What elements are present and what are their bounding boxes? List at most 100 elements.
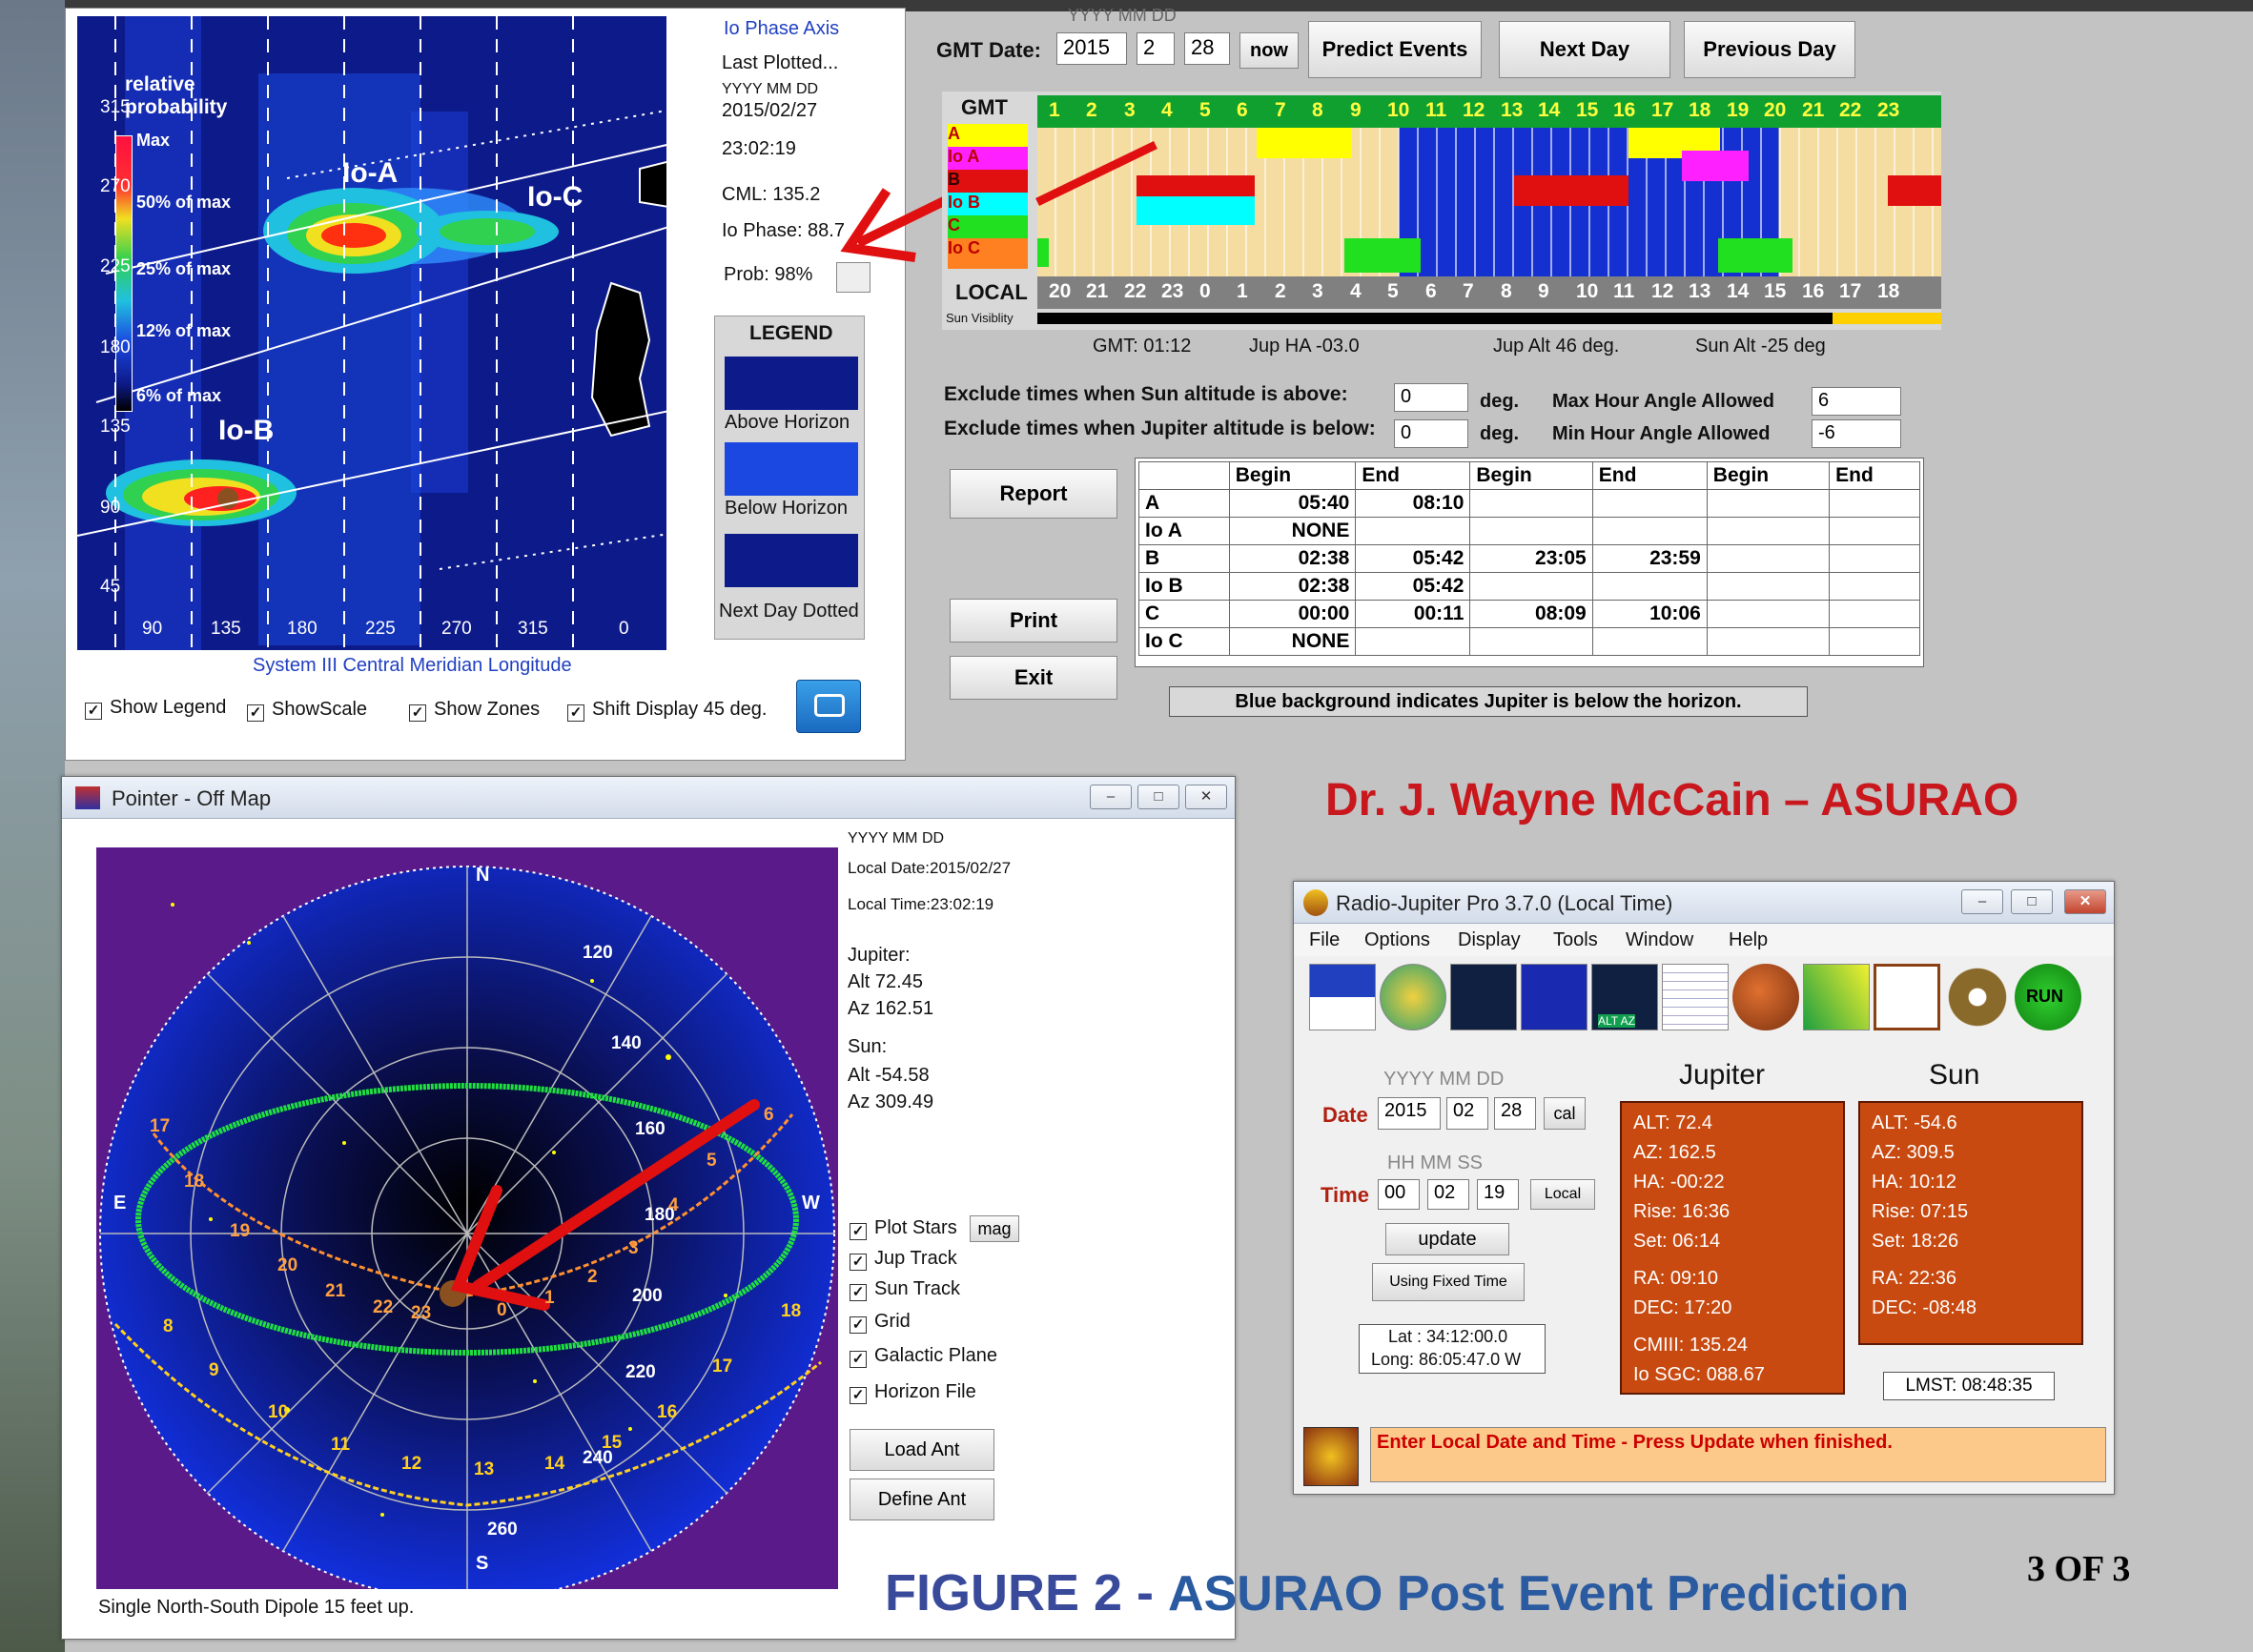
show-zones-checkbox[interactable]: Show Zones <box>409 699 540 722</box>
rj-sun-panel: ALT: -54.6 AZ: 309.5 HA: 10:12 Rise: 07:… <box>1858 1101 2083 1345</box>
globe-icon[interactable] <box>1380 964 1446 1030</box>
table-cell <box>1591 572 1708 601</box>
table-cell <box>1706 572 1831 601</box>
table-cell: NONE <box>1228 627 1357 656</box>
now-button[interactable]: now <box>1239 32 1299 69</box>
rj-ss-input[interactable]: 19 <box>1477 1179 1519 1210</box>
sky-view-icon[interactable] <box>1309 964 1376 1030</box>
rj-local-button[interactable]: Local <box>1530 1179 1595 1210</box>
table-cell <box>1591 517 1708 545</box>
sky-label: 9 <box>209 1360 219 1380</box>
rj-jup-cmiii: CMIII: 135.24 <box>1633 1335 1749 1356</box>
figure-caption-text: ASURAO Post Event Prediction <box>1168 1566 1910 1621</box>
gear-icon[interactable] <box>1944 964 2011 1030</box>
min-ha-input[interactable]: -6 <box>1812 419 1901 448</box>
table-cell: 05:42 <box>1355 544 1471 573</box>
predict-events-button[interactable]: Predict Events <box>1308 21 1482 78</box>
menu-tools[interactable]: Tools <box>1553 929 1598 950</box>
table-row: B 02:38 05:42 23:05 23:59 <box>1138 544 1920 573</box>
jup-track-checkbox[interactable]: Jup Track <box>850 1248 957 1271</box>
table-cell: Io C <box>1138 627 1230 656</box>
define-ant-button[interactable]: Define Ant <box>850 1479 994 1520</box>
io-phase-plot[interactable]: relative probability Max 50% of max 25% … <box>77 16 666 650</box>
notebook-icon[interactable] <box>1662 964 1729 1030</box>
sky-label: 2 <box>587 1267 598 1287</box>
previous-day-button[interactable]: Previous Day <box>1684 21 1855 78</box>
rj-titlebar[interactable]: Radio-Jupiter Pro 3.7.0 (Local Time) – □… <box>1294 882 2114 924</box>
sky-label: 220 <box>625 1362 656 1382</box>
prob-help-button[interactable] <box>836 262 870 293</box>
table-cell: 02:38 <box>1228 544 1357 573</box>
plot-stars-checkbox[interactable]: Plot Stars <box>850 1217 957 1240</box>
pointer-local-date: Local Date:2015/02/27 <box>848 859 1012 877</box>
next-day-button[interactable]: Next Day <box>1499 21 1670 78</box>
local-hour-strip <box>1037 276 1941 309</box>
sun-track-checkbox[interactable]: Sun Track <box>850 1278 960 1301</box>
pointer-sun-label: Sun: <box>848 1036 888 1057</box>
load-ant-button[interactable]: Load Ant <box>850 1429 994 1471</box>
meter-icon[interactable] <box>1874 964 1940 1030</box>
exit-button[interactable]: Exit <box>950 656 1117 700</box>
rj-update-button[interactable]: update <box>1385 1223 1509 1255</box>
alt-az-icon[interactable]: ALT AZ <box>1591 964 1658 1030</box>
run-button[interactable]: RUN <box>2015 964 2081 1030</box>
table-row: C 00:00 00:11 08:09 10:06 <box>1138 600 1920 628</box>
print-button[interactable]: Print <box>950 599 1117 642</box>
rj-cal-button[interactable]: cal <box>1544 1097 1586 1130</box>
table-cell <box>1591 627 1708 656</box>
shift-display-checkbox[interactable]: Shift Display 45 deg. <box>567 699 767 722</box>
menu-file[interactable]: File <box>1309 929 1341 950</box>
grid-plot-icon[interactable] <box>1521 964 1587 1030</box>
rj-mm-input[interactable]: 02 <box>1427 1179 1469 1210</box>
close-button[interactable]: ✕ <box>1185 785 1227 809</box>
pointer-titlebar[interactable]: Pointer - Off Map – □ ✕ <box>62 777 1235 819</box>
jupiter-icon[interactable] <box>1732 964 1799 1030</box>
report-button[interactable]: Report <box>950 469 1117 519</box>
rj-close-button[interactable]: ✕ <box>2064 889 2106 914</box>
rj-year-input[interactable]: 2015 <box>1378 1097 1441 1130</box>
maximize-button[interactable]: □ <box>1137 785 1179 809</box>
rj-maximize-button[interactable]: □ <box>2011 889 2053 914</box>
rj-time-label: Time <box>1321 1183 1369 1207</box>
show-legend-checkbox[interactable]: Show Legend <box>85 697 226 720</box>
chart-icon[interactable] <box>1803 964 1870 1030</box>
rj-hh-input[interactable]: 00 <box>1378 1179 1420 1210</box>
rj-fixed-time-button[interactable]: Using Fixed Time <box>1372 1263 1525 1301</box>
max-ha-input[interactable]: 6 <box>1812 387 1901 416</box>
sky-label: 19 <box>230 1221 251 1241</box>
rj-day-input[interactable]: 28 <box>1494 1097 1536 1130</box>
minimize-button[interactable]: – <box>1090 785 1132 809</box>
menu-display[interactable]: Display <box>1458 929 1521 950</box>
show-scale-checkbox[interactable]: ShowScale <box>247 699 367 722</box>
table-cell <box>1706 517 1831 545</box>
sky-label: 15 <box>602 1433 623 1453</box>
exclude-sun-input[interactable]: 0 <box>1394 383 1468 412</box>
rj-minimize-button[interactable]: – <box>1961 889 2003 914</box>
table-cell: 23:05 <box>1469 544 1593 573</box>
rj-status-bar: Enter Local Date and Time - Press Update… <box>1370 1427 2106 1482</box>
grid-checkbox[interactable]: Grid <box>850 1311 911 1334</box>
exclude-jup-input[interactable]: 0 <box>1394 419 1468 448</box>
table-cell <box>1829 489 1920 518</box>
rj-date-label: Date <box>1322 1103 1368 1127</box>
menu-window[interactable]: Window <box>1626 929 1694 950</box>
filmstrip-icon[interactable] <box>1450 964 1517 1030</box>
mag-button[interactable]: mag <box>970 1215 1019 1242</box>
sky-map[interactable]: N S E W 120 140 160 180 200 220 240 260 17 18 19 2… <box>96 847 838 1589</box>
menu-help[interactable]: Help <box>1729 929 1769 950</box>
gmt-month-input[interactable]: 2 <box>1137 32 1175 65</box>
x-tick-180: 180 <box>287 619 317 639</box>
scale-12: 12% of max <box>136 321 232 340</box>
galactic-plane-checkbox[interactable]: Galactic Plane <box>850 1345 997 1368</box>
gmt-year-input[interactable]: 2015 <box>1056 32 1127 65</box>
horizon-file-checkbox[interactable]: Horizon File <box>850 1381 976 1404</box>
sky-label: 18 <box>781 1301 802 1321</box>
camera-button[interactable] <box>796 680 861 733</box>
rj-month-input[interactable]: 02 <box>1446 1097 1488 1130</box>
menu-options[interactable]: Options <box>1364 929 1430 950</box>
rj-sun-alt: ALT: -54.6 <box>1872 1112 1957 1133</box>
hour-label: 9 <box>1538 280 1549 302</box>
hour-label: 18 <box>1877 280 1900 302</box>
gmt-day-input[interactable]: 28 <box>1184 32 1230 65</box>
